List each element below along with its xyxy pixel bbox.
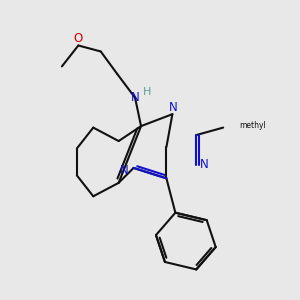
Text: H: H <box>143 87 151 98</box>
Text: N: N <box>200 158 209 171</box>
Text: N: N <box>131 91 140 104</box>
Text: N: N <box>169 101 177 114</box>
Text: methyl: methyl <box>240 121 266 130</box>
Text: N: N <box>120 164 129 177</box>
Text: O: O <box>74 32 83 44</box>
